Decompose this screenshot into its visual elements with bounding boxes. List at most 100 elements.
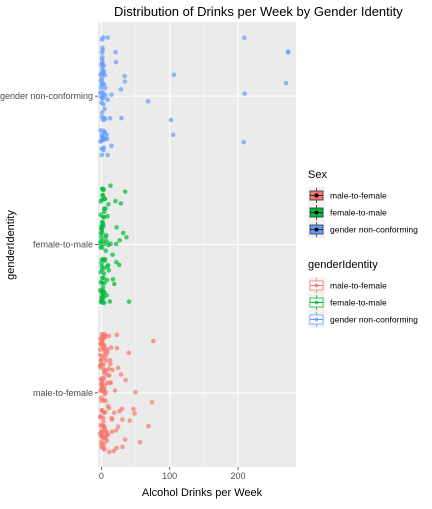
data-point: [115, 424, 121, 429]
data-point: [106, 405, 112, 411]
data-point: [132, 411, 137, 416]
data-point: [107, 115, 113, 121]
data-point: [109, 429, 115, 435]
data-point: [100, 102, 106, 107]
legend-key-point: [314, 283, 319, 288]
data-point: [102, 85, 108, 91]
data-point: [242, 35, 247, 41]
data-point: [102, 410, 108, 415]
data-point: [115, 365, 121, 371]
data-point: [113, 50, 118, 55]
data-point: [118, 87, 124, 92]
data-point: [146, 423, 151, 429]
data-point: [99, 152, 105, 158]
data-point: [102, 368, 108, 373]
data-point: [99, 260, 104, 266]
legend-key-point: [314, 210, 319, 215]
legend-label: gender non-conforming: [330, 225, 418, 235]
data-point: [105, 432, 111, 438]
legend-key-point: [314, 227, 319, 232]
data-point: [101, 81, 107, 87]
x-tick-label: 100: [162, 471, 177, 481]
data-point: [101, 295, 106, 301]
data-point: [114, 445, 119, 451]
legend-label: gender non-conforming: [330, 315, 418, 325]
y-axis: male-to-female female-to-male gender non-c…: [0, 91, 98, 398]
data-point: [133, 389, 138, 395]
data-point: [107, 358, 113, 363]
data-point: [107, 449, 112, 455]
data-point: [101, 300, 107, 306]
data-point: [120, 230, 126, 236]
chart-title: Distribution of Drinks per Week by Gende…: [114, 4, 403, 19]
data-point: [97, 347, 103, 352]
data-point: [101, 419, 106, 424]
data-point: [104, 277, 110, 283]
data-point: [105, 35, 111, 40]
data-point: [105, 97, 110, 102]
data-point: [111, 410, 117, 416]
data-point: [99, 245, 105, 250]
data-point: [124, 234, 129, 240]
data-point: [99, 110, 105, 116]
data-point: [102, 116, 108, 122]
legend-title: Sex: [308, 169, 327, 181]
data-point: [106, 268, 112, 273]
data-point: [111, 448, 116, 454]
data-point: [103, 206, 108, 211]
data-point: [100, 375, 106, 381]
data-point: [118, 201, 124, 206]
data-point: [101, 69, 107, 74]
data-point: [114, 332, 120, 338]
data-point: [102, 72, 108, 78]
data-point: [122, 189, 128, 194]
data-point: [103, 233, 109, 238]
data-point: [131, 406, 136, 412]
data-point: [102, 447, 107, 452]
data-point: [170, 132, 176, 138]
data-point: [103, 389, 109, 395]
data-point: [114, 345, 120, 351]
data-point: [107, 299, 113, 304]
data-point: [112, 281, 117, 287]
legend-key-point: [314, 317, 319, 322]
legend-label: female-to-male: [330, 208, 387, 218]
legend-area: Sex male-to-female female-to-male gender no…: [308, 169, 418, 328]
data-point: [113, 428, 119, 433]
data-point: [123, 377, 128, 383]
x-axis: 0 100 200: [99, 467, 245, 481]
data-point: [99, 50, 105, 55]
data-point: [119, 406, 125, 412]
data-point: [98, 241, 103, 247]
data-point: [116, 262, 122, 268]
data-point: [117, 237, 122, 243]
data-point: [104, 132, 110, 138]
data-point: [151, 338, 156, 344]
data-point: [104, 293, 109, 298]
data-point: [106, 202, 111, 207]
legend-label: female-to-male: [330, 298, 387, 308]
data-point: [101, 275, 106, 281]
data-point: [283, 80, 289, 86]
data-point: [110, 252, 115, 258]
y-axis-title: genderIdentity: [5, 210, 17, 280]
data-point: [108, 361, 113, 367]
data-point: [127, 418, 133, 423]
data-point: [120, 417, 125, 422]
x-tick-label: 200: [230, 471, 245, 481]
data-point: [168, 117, 174, 123]
data-point: [103, 93, 108, 98]
data-point: [105, 152, 110, 158]
data-point: [98, 78, 104, 83]
legend-label: male-to-female: [330, 281, 387, 291]
data-point: [109, 143, 114, 149]
data-point: [108, 183, 113, 188]
data-point: [110, 367, 115, 373]
data-point: [126, 299, 132, 304]
data-point: [98, 234, 104, 239]
data-point: [107, 373, 112, 378]
data-point: [104, 238, 109, 244]
data-point: [118, 372, 124, 377]
data-point: [145, 98, 151, 104]
